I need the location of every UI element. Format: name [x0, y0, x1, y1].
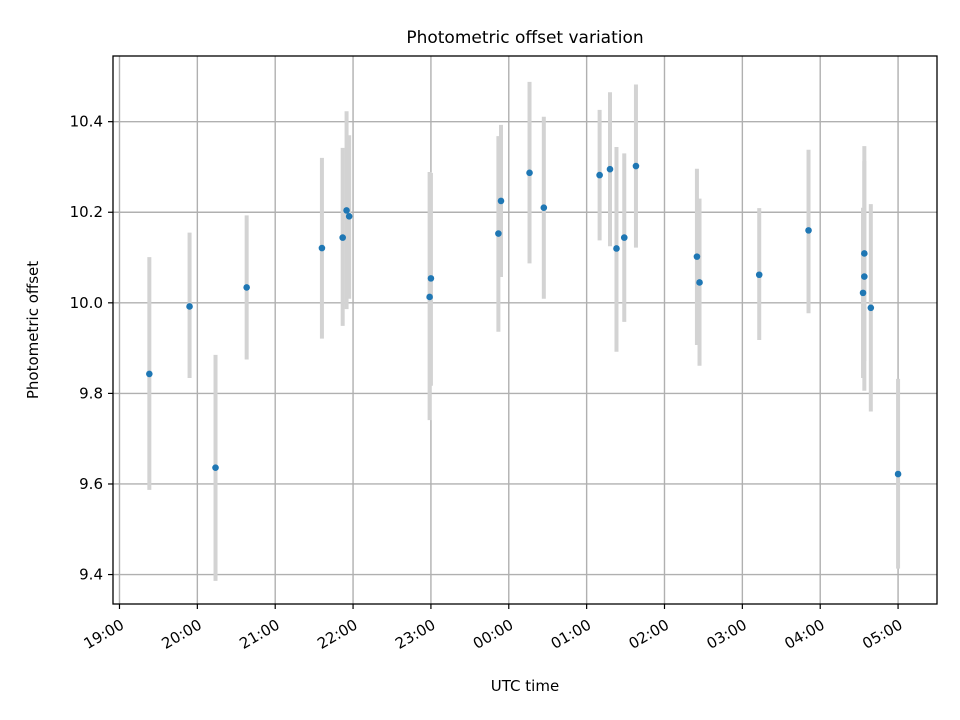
chart-title: Photometric offset variation — [406, 28, 643, 48]
x-tick-label: 02:00 — [626, 616, 672, 653]
data-point — [497, 197, 505, 205]
grid-layer — [113, 56, 937, 604]
data-point — [526, 169, 533, 177]
x-tick-label: 00:00 — [470, 616, 516, 653]
data-point — [696, 279, 703, 286]
data-point — [345, 213, 353, 220]
data-point — [186, 303, 193, 310]
x-tick-label: 21:00 — [236, 616, 282, 653]
y-tick-label: 9.8 — [79, 384, 103, 402]
x-tick-label: 23:00 — [392, 616, 438, 653]
data-point — [596, 171, 603, 179]
x-tick-label: 03:00 — [704, 616, 750, 653]
data-point — [146, 370, 153, 378]
y-tick-label: 10.4 — [70, 113, 103, 131]
errorbar-layer — [147, 81, 901, 581]
y-tick-label: 9.4 — [79, 566, 103, 584]
data-point — [620, 234, 628, 241]
data-point — [755, 271, 763, 279]
x-tick-label: 19:00 — [81, 616, 127, 653]
y-tick-label: 9.6 — [79, 475, 103, 493]
tick-layer: 19:00 20:00 21:00 22:00 23:00 00:00 01:00 02:00… — [70, 113, 906, 653]
data-point — [243, 284, 250, 291]
data-point — [427, 275, 435, 282]
x-axis-label: UTC time — [491, 677, 559, 695]
x-tick-label: 20:00 — [159, 616, 205, 653]
data-point — [212, 464, 219, 471]
data-point — [805, 227, 812, 234]
x-tick-label: 04:00 — [781, 616, 827, 653]
data-point — [606, 165, 614, 173]
data-point — [613, 245, 620, 252]
point-layer — [146, 162, 902, 478]
plot-frame — [112, 55, 938, 605]
data-point — [859, 289, 867, 297]
y-tick-label: 10.0 — [70, 294, 103, 312]
data-point — [861, 273, 868, 280]
data-point — [495, 230, 502, 237]
data-point — [339, 234, 346, 241]
data-point — [318, 244, 326, 252]
data-point — [540, 204, 548, 212]
x-tick-label: 22:00 — [314, 616, 360, 653]
data-point — [426, 293, 433, 301]
data-point — [693, 253, 701, 260]
x-tick-label: 05:00 — [859, 616, 905, 653]
data-point — [861, 250, 868, 257]
y-axis-label: Photometric offset — [24, 261, 42, 399]
y-tick-label: 10.2 — [70, 203, 103, 221]
data-point — [343, 207, 350, 214]
data-point — [632, 162, 640, 170]
x-tick-label: 01:00 — [548, 616, 594, 653]
data-point — [867, 304, 875, 312]
data-point — [894, 470, 902, 478]
